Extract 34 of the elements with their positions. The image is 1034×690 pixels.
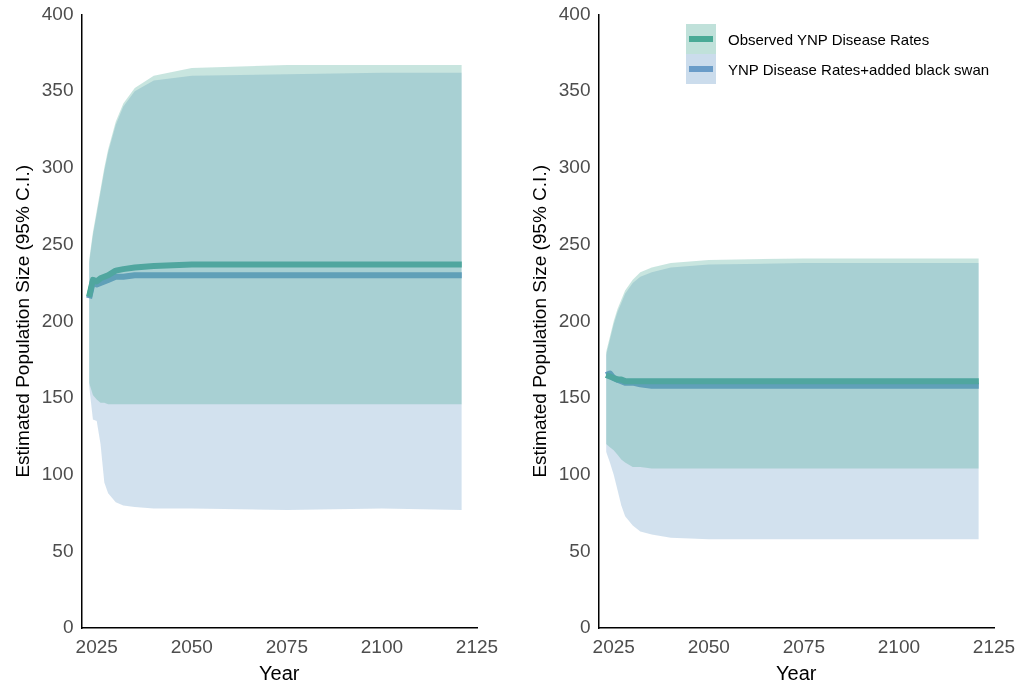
x-tick-label: 2100 [360,635,404,657]
x-axis-title: Year [776,661,817,684]
x-tick-label: 2075 [782,635,825,657]
y-tick-label: 50 [569,539,591,561]
y-tick-label: 150 [41,386,74,408]
y-tick-label: 400 [558,2,591,24]
x-tick-label: 2050 [687,635,730,657]
y-tick-label: 200 [558,309,591,331]
y-tick-label: 100 [558,462,591,484]
y-tick-label: 250 [558,232,591,254]
x-tick-label: 2025 [592,635,635,657]
y-tick-label: 200 [41,309,74,331]
legend-label: Observed YNP Disease Rates [728,30,930,48]
y-tick-label: 350 [558,79,591,101]
x-tick-label: 2125 [972,635,1016,657]
x-tick-label: 2100 [877,635,921,657]
y-tick-label: 300 [558,156,591,178]
y-tick-label: 0 [579,616,591,638]
legend-label: YNP Disease Rates+added black swan [728,60,990,78]
y-tick-label: 300 [41,156,74,178]
y-tick-label: 150 [558,386,591,408]
x-tick-label: 2050 [170,635,213,657]
x-tick-label: 2025 [75,635,118,657]
y-tick-label: 100 [41,462,74,484]
y-tick-label: 0 [62,616,74,638]
x-axis-title: Year [259,661,300,684]
y-axis-title: Estimated Population Size (95% C.I.) [528,165,550,478]
y-tick-label: 350 [41,79,74,101]
y-axis-title: Estimated Population Size (95% C.I.) [11,165,33,478]
y-tick-label: 50 [52,539,74,561]
x-tick-label: 2075 [265,635,308,657]
x-tick-label: 2125 [455,635,499,657]
y-tick-label: 250 [41,232,74,254]
y-tick-label: 400 [41,2,74,24]
